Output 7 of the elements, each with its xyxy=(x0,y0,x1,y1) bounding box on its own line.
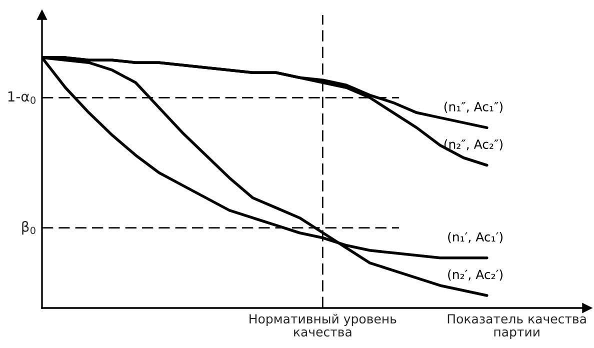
text: Нормативный уровень качества xyxy=(250,314,396,337)
series-label: (n₂′, Ac₂′) xyxy=(448,270,502,281)
ref-line-label: 1-α$_{0}$ xyxy=(8,91,36,104)
x-axis-title: Показатель качества партии xyxy=(448,314,586,340)
series-label: (n₁′, Ac₁′) xyxy=(448,232,502,244)
series-label: (n₁″, Ac₁″) xyxy=(444,102,502,113)
ref-line-label: β$_{0}$ xyxy=(22,221,36,235)
